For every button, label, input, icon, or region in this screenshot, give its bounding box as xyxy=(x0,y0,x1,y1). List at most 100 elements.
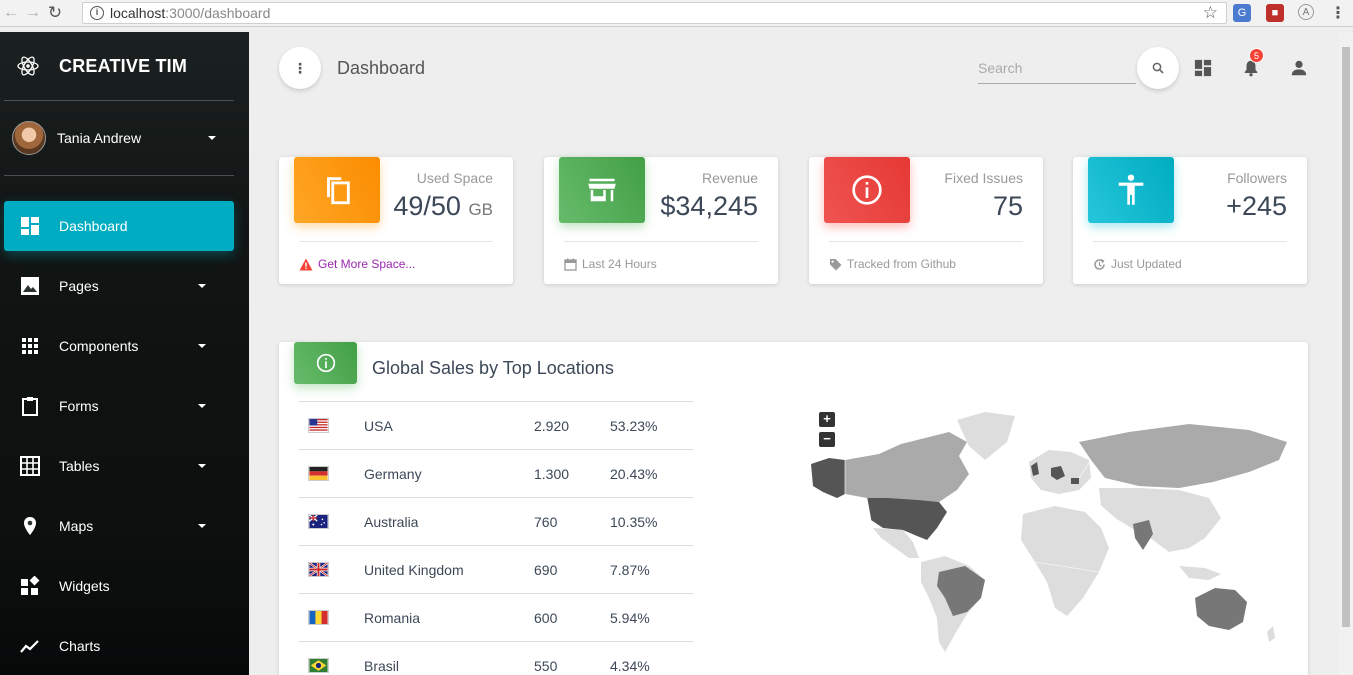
locations-table: USA 2.920 53.23% Germany 1.300 20.43% xyxy=(299,401,693,675)
sidebar: CREATIVE TIM Tania Andrew Dashboard Page… xyxy=(0,32,249,675)
profile-button[interactable] xyxy=(1287,56,1311,80)
country-name: USA xyxy=(364,401,534,450)
table-row: USA 2.920 53.23% xyxy=(299,401,693,450)
main-panel: ⋮ Dashboard 5 Used Space 49/50 GB xyxy=(249,32,1339,675)
map-germany xyxy=(1051,466,1065,480)
info-outline-icon xyxy=(852,175,882,205)
stat-card-revenue: Revenue $34,245 Last 24 Hours xyxy=(544,157,778,284)
map-alaska xyxy=(811,458,845,498)
stat-value: 75 xyxy=(992,191,1023,221)
sidebar-item-charts[interactable]: Charts xyxy=(4,621,234,671)
sidebar-item-tables[interactable]: Tables xyxy=(4,441,234,491)
page-scrollbar[interactable] xyxy=(1339,32,1353,675)
logo[interactable]: CREATIVE TIM xyxy=(0,32,249,100)
bookmark-star-icon[interactable]: ☆ xyxy=(1202,3,1218,22)
user-name: Tania Andrew xyxy=(57,130,142,146)
stat-footer-text: Last 24 Hours xyxy=(582,257,657,271)
widgets-icon xyxy=(21,576,40,595)
sales-value: 550 xyxy=(534,641,610,675)
stat-number: 49/50 xyxy=(393,191,461,221)
search-input[interactable] xyxy=(978,52,1136,84)
account-extension-icon[interactable]: A xyxy=(1298,4,1314,20)
table-row: Romania 600 5.94% xyxy=(299,593,693,642)
sidebar-item-pages[interactable]: Pages xyxy=(4,261,234,311)
browser-menu-icon[interactable]: ⋮ xyxy=(1330,5,1346,22)
image-icon xyxy=(21,277,39,295)
forward-arrow-icon[interactable]: → xyxy=(25,4,41,21)
timeline-icon xyxy=(20,640,39,653)
reload-icon[interactable]: ↻ xyxy=(47,3,63,22)
chevron-down-icon xyxy=(198,404,206,408)
sales-percent: 5.94% xyxy=(610,593,693,642)
tag-icon xyxy=(830,258,842,270)
stat-value: +245 xyxy=(1226,191,1287,221)
sales-percent: 53.23% xyxy=(610,401,693,450)
map-brazil xyxy=(937,566,985,616)
sidebar-item-label: Pages xyxy=(59,278,99,294)
stat-label: Fixed Issues xyxy=(944,170,1023,186)
stat-value: 49/50 GB xyxy=(393,191,493,222)
us-flag xyxy=(308,418,329,433)
sidebar-item-widgets[interactable]: Widgets xyxy=(4,561,234,611)
more-vert-icon: ⋮ xyxy=(293,59,307,76)
info-icon[interactable]: i xyxy=(90,6,104,20)
user-menu[interactable]: Tania Andrew xyxy=(0,118,249,158)
calendar-icon xyxy=(564,258,577,271)
world-map[interactable] xyxy=(809,402,1308,672)
browser-toolbar: ← → ↻ i localhost:3000/dashboard ☆ G ■ A… xyxy=(0,0,1353,27)
map-asia xyxy=(1099,488,1221,552)
stat-divider xyxy=(829,241,1023,242)
br-flag xyxy=(308,658,329,674)
map-romania xyxy=(1071,478,1079,484)
avatar xyxy=(12,121,46,155)
extension-icon[interactable]: ■ xyxy=(1266,4,1284,22)
map-uk xyxy=(1031,462,1039,476)
sidebar-item-components[interactable]: Components xyxy=(4,321,234,371)
stat-label: Used Space xyxy=(416,170,493,186)
map-zoom-out-button[interactable]: − xyxy=(819,432,835,447)
stat-icon-box xyxy=(294,157,380,223)
country-name: United Kingdom xyxy=(364,545,534,594)
url-text[interactable]: localhost:3000/dashboard xyxy=(110,5,270,21)
map-africa xyxy=(1021,506,1109,616)
search-button[interactable] xyxy=(1137,47,1179,89)
map-india xyxy=(1133,520,1153,550)
table-row: United Kingdom 690 7.87% xyxy=(299,545,693,594)
address-bar[interactable]: i localhost:3000/dashboard ☆ xyxy=(82,2,1227,24)
dashboard-icon xyxy=(1194,59,1212,77)
stat-label: Revenue xyxy=(701,170,758,186)
content-copy-icon xyxy=(327,177,350,205)
sidebar-item-label: Tables xyxy=(59,458,100,474)
get-more-space-link[interactable]: Get More Space... xyxy=(318,257,416,271)
place-icon xyxy=(24,517,36,535)
react-atom-icon xyxy=(17,56,39,76)
dashboard-view-button[interactable] xyxy=(1191,56,1215,80)
sidebar-item-maps[interactable]: Maps xyxy=(4,501,234,551)
url-path: :3000/dashboard xyxy=(165,5,271,21)
map-borders xyxy=(844,459,1116,573)
sidebar-item-label: Dashboard xyxy=(59,218,128,234)
stat-card-followers: Followers +245 Just Updated xyxy=(1073,157,1307,284)
sales-value: 600 xyxy=(534,593,610,642)
chevron-down-icon xyxy=(198,344,206,348)
person-icon xyxy=(1291,60,1307,76)
sales-icon-box xyxy=(294,342,357,384)
stat-divider xyxy=(564,241,758,242)
notifications-button[interactable] xyxy=(1239,56,1263,80)
scrollbar-thumb[interactable] xyxy=(1342,47,1350,627)
sidebar-item-label: Maps xyxy=(59,518,94,534)
sidebar-toggle-button[interactable]: ⋮ xyxy=(279,47,321,89)
stat-footer-text: Just Updated xyxy=(1111,257,1182,271)
sidebar-item-dashboard[interactable]: Dashboard xyxy=(4,201,234,251)
map-zoom-in-button[interactable]: + xyxy=(819,412,835,427)
warning-icon xyxy=(299,258,313,270)
map-usa xyxy=(867,498,947,540)
translate-extension-icon[interactable]: G xyxy=(1233,4,1251,22)
url-host: localhost xyxy=(110,5,166,21)
chevron-down-icon xyxy=(198,284,206,288)
stat-icon-box xyxy=(559,157,645,223)
sales-value: 690 xyxy=(534,545,610,594)
sidebar-item-forms[interactable]: Forms xyxy=(4,381,234,431)
back-arrow-icon[interactable]: ← xyxy=(3,4,19,21)
stat-divider xyxy=(299,241,493,242)
